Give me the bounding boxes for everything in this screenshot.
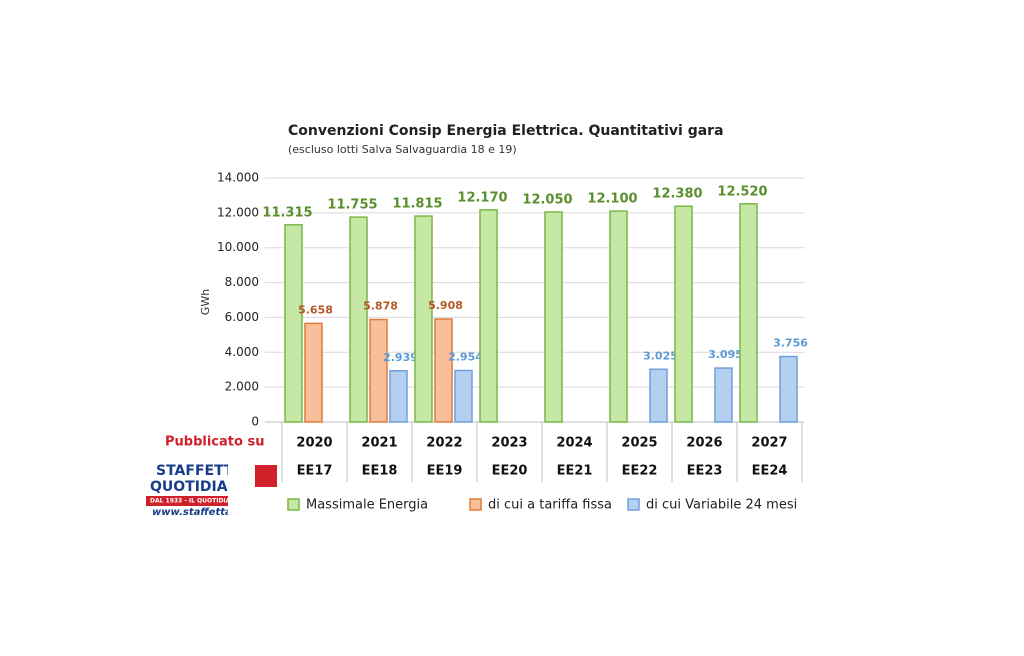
value-label: 2.954 [448, 351, 483, 364]
bar [284, 224, 303, 423]
legend-label: di cui Variabile 24 mesi [646, 498, 797, 513]
y-tick-label: 14.000 [217, 171, 259, 185]
value-label: 5.658 [298, 303, 333, 316]
x-tick-label: 2026 [686, 436, 722, 451]
value-label: 11.315 [262, 205, 312, 220]
value-label: 2.939 [383, 351, 418, 364]
value-label: 12.520 [717, 184, 767, 199]
watermark-intro: Pubblicato su [165, 435, 264, 450]
value-label: 12.170 [457, 190, 507, 205]
value-label: 12.380 [652, 187, 702, 202]
x-tick-label-2: EE24 [752, 464, 788, 479]
x-tick-label: 2022 [426, 436, 462, 451]
bar [779, 355, 798, 423]
bar [434, 318, 453, 423]
legend-swatch [469, 498, 482, 511]
bar [609, 210, 628, 423]
value-label: 3.095 [708, 348, 743, 361]
x-tick-label: 2027 [751, 436, 787, 451]
chart-title: Convenzioni Consip Energia Elettrica. Qu… [288, 123, 724, 139]
value-label: 11.755 [327, 198, 377, 213]
bar [674, 205, 693, 423]
watermark-line2: QUOTIDIANA [150, 479, 250, 495]
x-tick-label: 2021 [361, 436, 397, 451]
x-tick-label-2: EE23 [687, 464, 723, 479]
y-tick-label: 4.000 [225, 345, 259, 359]
bar [714, 367, 733, 423]
bar [454, 369, 473, 423]
y-tick-label: 12.000 [217, 205, 259, 219]
x-tick-label-2: EE19 [427, 464, 463, 479]
x-tick-label-2: EE21 [557, 464, 593, 479]
bar [479, 209, 498, 423]
value-label: 3.756 [773, 337, 808, 350]
watermark-logo: STAFFETTA QUOTIDIANA DAL 1933 - IL QUOTI… [146, 460, 256, 520]
bar [544, 211, 563, 423]
x-tick-label: 2024 [556, 436, 592, 451]
x-tick-label: 2025 [621, 436, 657, 451]
watermark-icon [255, 465, 277, 487]
value-label: 5.908 [428, 299, 463, 312]
legend-label: Massimale Energia [306, 498, 428, 513]
bar [739, 203, 758, 423]
watermark-url: www.staffettaq [152, 507, 239, 518]
legend-label: di cui a tariffa fissa [488, 498, 612, 513]
y-axis-label: GWh [199, 289, 212, 315]
bar [414, 215, 433, 423]
legend-swatch [627, 498, 640, 511]
value-label: 5.878 [363, 300, 398, 313]
value-label: 12.050 [522, 192, 572, 207]
x-tick-label-2: EE20 [492, 464, 528, 479]
value-label: 11.815 [392, 197, 442, 212]
bar [349, 216, 368, 423]
watermark-line1: STAFFETTA [156, 463, 243, 479]
value-label: 3.025 [643, 349, 678, 362]
bar [369, 318, 388, 423]
x-tick-label: 2020 [296, 436, 332, 451]
bar [649, 368, 668, 423]
watermark-band [146, 496, 228, 506]
bar [389, 370, 408, 423]
x-tick-label-2: EE18 [362, 464, 398, 479]
watermark-tagline: DAL 1933 - IL QUOTIDIANO DEL [150, 498, 256, 505]
x-tick-label-2: EE22 [622, 464, 658, 479]
y-tick-label: 6.000 [225, 310, 259, 324]
x-tick-label: 2023 [491, 436, 527, 451]
legend-swatch [287, 498, 300, 511]
chart-subtitle: (escluso lotti Salva Salvaguardia 18 e 1… [288, 143, 517, 156]
y-tick-label: 0 [251, 415, 259, 429]
value-label: 12.100 [587, 192, 637, 207]
bar [304, 322, 323, 423]
y-tick-label: 8.000 [225, 275, 259, 289]
y-tick-label: 2.000 [225, 380, 259, 394]
y-tick-label: 10.000 [217, 240, 259, 254]
x-tick-label-2: EE17 [297, 464, 333, 479]
watermark-bg [146, 460, 228, 520]
